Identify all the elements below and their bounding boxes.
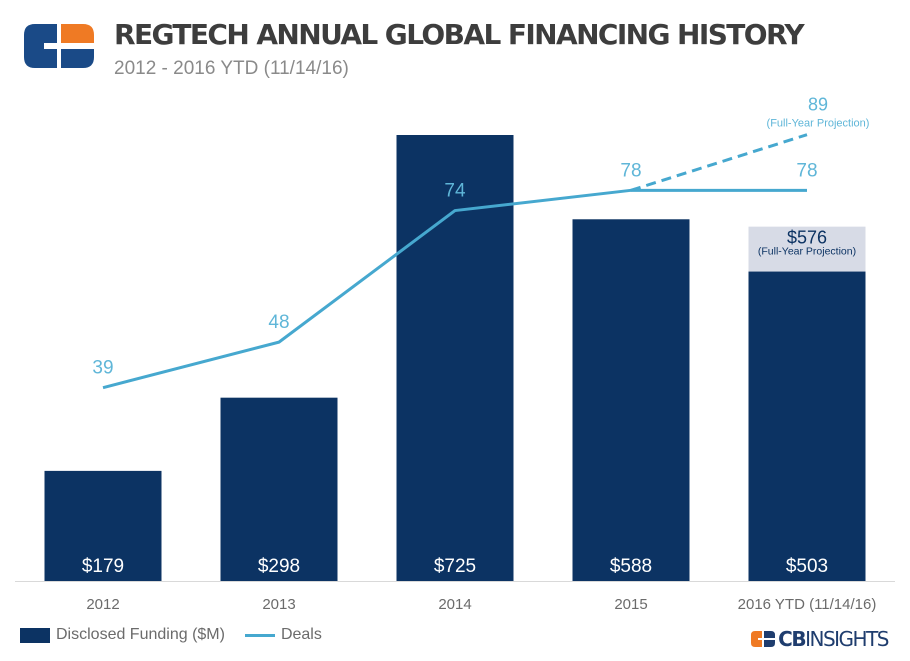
funding-bar-label: $725 [434,556,476,577]
funding-bar-label: $179 [82,556,124,577]
deals-line [102,188,807,390]
funding-bar [44,470,162,581]
logo-right-bottom-shape [61,49,94,68]
deals-point-label: 39 [92,358,113,379]
brand-cb-text: CB [778,627,806,651]
cb-logo-icon [24,24,94,68]
deals-point-label: 78 [796,160,817,181]
projection-funding-label: $576 [787,228,827,248]
legend-deals-swatch [244,633,275,637]
funding-bar [748,271,866,581]
legend: Disclosed Funding ($M) Deals [20,624,322,646]
funding-bar [572,219,690,581]
funding-bar [396,135,514,581]
x-tick-label: 2013 [262,596,295,613]
x-tick-label: 2015 [614,596,647,613]
logo-right-top-shape [61,24,94,43]
deals-point-label: 48 [268,312,289,333]
deals-projection-line [630,133,808,192]
x-tick-label: 2016 YTD (11/14/16) [738,596,877,613]
brand-insights-text: INSIGHTS [805,627,889,651]
logo-left-shape [24,24,57,68]
x-tick-label: 2012 [86,596,119,613]
projection-deals-label: 89 [808,95,828,115]
chart-title: REGTECH ANNUAL GLOBAL FINANCING HISTORY [114,18,805,51]
projection-funding-note: (Full-Year Projection) [758,246,856,258]
deals-point-label: 74 [444,181,466,202]
funding-bar [220,397,338,581]
projection-deals-note: (Full-Year Projection) [767,118,870,130]
funding-bar-label: $588 [610,556,652,577]
funding-bar-label: $298 [258,556,300,577]
cbinsights-mark-icon [751,631,776,647]
chart-subtitle: 2012 - 2016 YTD (11/14/16) [114,58,349,79]
legend-funding-label: Disclosed Funding ($M) [56,626,225,643]
cbinsights-brand: CB INSIGHTS [751,627,889,651]
x-tick-label: 2014 [438,596,471,613]
deals-point-label: 78 [620,160,641,181]
legend-deals-label: Deals [280,626,322,643]
legend-funding-swatch [20,627,50,643]
funding-bar-label: $503 [786,556,828,577]
